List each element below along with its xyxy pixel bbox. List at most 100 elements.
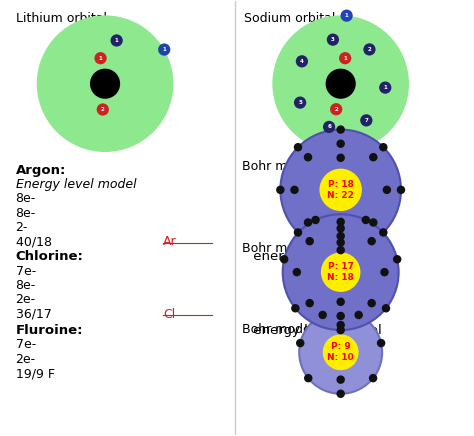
Ellipse shape [321, 252, 360, 292]
Ellipse shape [79, 58, 131, 109]
Ellipse shape [110, 34, 123, 47]
Text: Cl: Cl [163, 308, 175, 320]
Text: P: 17
N: 18: P: 17 N: 18 [327, 262, 354, 282]
Ellipse shape [283, 214, 399, 330]
Ellipse shape [299, 311, 382, 394]
Ellipse shape [304, 218, 312, 227]
Text: 5: 5 [298, 100, 302, 105]
Ellipse shape [393, 255, 401, 263]
Ellipse shape [337, 326, 345, 334]
Ellipse shape [297, 228, 384, 316]
Ellipse shape [337, 298, 345, 306]
Ellipse shape [311, 242, 370, 302]
Text: 2-: 2- [16, 221, 28, 234]
Ellipse shape [323, 121, 335, 133]
Ellipse shape [337, 238, 345, 247]
Ellipse shape [379, 143, 388, 151]
Ellipse shape [305, 299, 314, 307]
Text: 8e-: 8e- [16, 279, 36, 292]
Ellipse shape [337, 140, 345, 148]
Ellipse shape [311, 216, 320, 224]
Ellipse shape [294, 96, 306, 109]
Ellipse shape [377, 339, 385, 347]
Ellipse shape [340, 10, 353, 22]
Ellipse shape [337, 375, 345, 384]
Text: 1: 1 [345, 13, 348, 18]
Ellipse shape [337, 321, 345, 329]
Text: 1: 1 [99, 56, 102, 61]
Text: 6: 6 [327, 124, 331, 129]
Text: 2: 2 [334, 107, 338, 112]
Ellipse shape [304, 153, 312, 161]
Text: 1: 1 [383, 85, 387, 90]
Ellipse shape [290, 186, 299, 194]
Text: 1: 1 [115, 38, 118, 43]
Text: Bohr model: Bohr model [242, 160, 314, 173]
Text: Argon:: Argon: [16, 164, 66, 177]
Ellipse shape [273, 15, 409, 152]
Ellipse shape [362, 216, 370, 224]
Ellipse shape [383, 186, 391, 194]
Ellipse shape [90, 68, 120, 99]
Text: energy level model: energy level model [249, 324, 382, 337]
Ellipse shape [315, 58, 366, 109]
Text: 2e-: 2e- [16, 353, 36, 366]
Ellipse shape [291, 304, 300, 313]
Ellipse shape [309, 158, 373, 222]
Ellipse shape [367, 299, 376, 307]
Ellipse shape [330, 103, 342, 116]
Ellipse shape [326, 68, 356, 99]
Ellipse shape [369, 218, 378, 227]
Ellipse shape [337, 312, 345, 320]
Ellipse shape [294, 228, 302, 237]
Ellipse shape [339, 52, 351, 65]
Ellipse shape [294, 143, 302, 151]
Text: energy level model: energy level model [249, 251, 382, 263]
Ellipse shape [296, 39, 385, 129]
Text: 7e-: 7e- [16, 338, 36, 351]
Text: 2: 2 [101, 107, 105, 112]
Ellipse shape [337, 224, 345, 232]
Ellipse shape [313, 325, 368, 380]
Ellipse shape [280, 129, 401, 250]
Ellipse shape [323, 334, 358, 370]
Text: Fluroine:: Fluroine: [16, 324, 83, 337]
Text: 8e-: 8e- [16, 207, 36, 220]
Ellipse shape [292, 268, 301, 276]
Ellipse shape [337, 389, 345, 398]
Ellipse shape [294, 144, 387, 236]
Ellipse shape [337, 218, 345, 226]
Text: 8e-: 8e- [16, 192, 36, 205]
Text: 7: 7 [365, 118, 368, 123]
Text: P: 9
N: 10: P: 9 N: 10 [327, 342, 354, 362]
Text: 19/9 F: 19/9 F [16, 367, 55, 380]
Ellipse shape [296, 339, 304, 347]
Ellipse shape [319, 311, 327, 319]
Text: 2: 2 [367, 47, 371, 52]
Ellipse shape [363, 43, 375, 55]
Text: 7e-: 7e- [16, 265, 36, 278]
Text: 3: 3 [331, 37, 335, 42]
Ellipse shape [276, 186, 284, 194]
Ellipse shape [337, 125, 345, 134]
Ellipse shape [379, 228, 388, 237]
Text: P: 18
N: 22: P: 18 N: 22 [327, 180, 354, 200]
Text: 1: 1 [343, 56, 347, 61]
Ellipse shape [305, 237, 314, 245]
Ellipse shape [304, 374, 312, 382]
Ellipse shape [355, 311, 363, 319]
Ellipse shape [158, 44, 170, 56]
Ellipse shape [382, 304, 390, 313]
Ellipse shape [36, 15, 173, 152]
Ellipse shape [296, 55, 308, 68]
Ellipse shape [337, 232, 345, 240]
Ellipse shape [337, 153, 345, 162]
Ellipse shape [60, 39, 150, 129]
Ellipse shape [337, 246, 345, 254]
Text: Ar: Ar [163, 235, 177, 249]
Ellipse shape [367, 237, 376, 245]
Text: 4: 4 [300, 59, 304, 64]
Ellipse shape [327, 34, 339, 46]
Text: Bohr model: Bohr model [242, 242, 314, 255]
Text: Energy level model: Energy level model [16, 178, 136, 191]
